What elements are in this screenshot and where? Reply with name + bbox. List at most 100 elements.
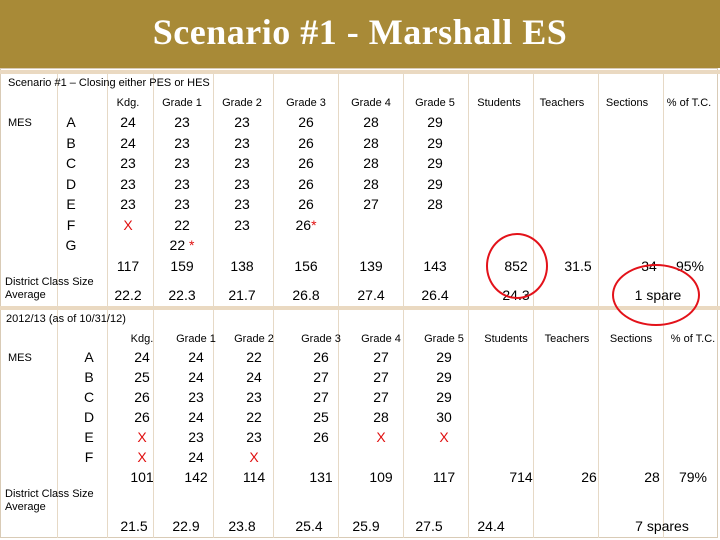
average-cell: 27.5 — [415, 518, 443, 534]
column-rule — [57, 72, 58, 538]
class-size-cell: 30 — [436, 409, 452, 425]
column-rule — [273, 72, 274, 538]
class-size-cell: 27 — [373, 349, 389, 365]
class-size-cell: X — [376, 429, 386, 445]
class-size-cell: 28 — [363, 176, 379, 192]
class-size-cell: 29 — [427, 176, 443, 192]
class-size-cell: 24 — [188, 409, 204, 425]
class-label: A — [66, 114, 76, 130]
class-size-cell: X — [249, 449, 259, 465]
column-header: Kdg. — [130, 333, 154, 345]
class-size-cell: 27 — [373, 389, 389, 405]
class-size-cell: 25 — [134, 369, 150, 385]
scenario-school-label: MES — [8, 117, 32, 129]
class-size-cell: 26 — [134, 389, 150, 405]
column-header: Grade 1 — [176, 333, 216, 345]
class-size-cell: 23 — [174, 196, 190, 212]
average-cell: 26.8 — [292, 287, 320, 303]
class-label: B — [84, 369, 94, 385]
column-rule — [403, 72, 404, 538]
column-header: Grade 2 — [222, 97, 262, 109]
class-size-cell: 26 — [298, 176, 314, 192]
total-cell: 131 — [309, 469, 333, 485]
total-cell: 79% — [678, 469, 708, 485]
column-header: Kdg. — [116, 97, 140, 109]
total-cell: 142 — [184, 469, 208, 485]
title-banner — [0, 0, 720, 68]
current-caption: 2012/13 (as of 10/31/12) — [6, 313, 126, 325]
class-label: A — [84, 349, 94, 365]
total-cell: 28 — [644, 469, 660, 485]
class-size-cell: X — [123, 217, 133, 233]
column-header: Grade 1 — [162, 97, 202, 109]
class-size-cell: 26 — [298, 196, 314, 212]
class-size-cell: 23 — [174, 135, 190, 151]
class-size-cell: 22 — [174, 217, 190, 233]
class-size-cell: 27 — [313, 389, 329, 405]
column-header: Students — [477, 97, 521, 109]
class-label: F — [66, 217, 76, 233]
total-cell: 138 — [230, 258, 254, 274]
column-header: Grade 2 — [234, 333, 274, 345]
total-cell: 159 — [170, 258, 194, 274]
class-size-cell: 28 — [363, 114, 379, 130]
class-size-cell: 23 — [234, 135, 250, 151]
class-label: C — [65, 155, 77, 171]
class-size-cell: 29 — [427, 155, 443, 171]
average-cell: 22.2 — [114, 287, 142, 303]
class-size-cell: 22 * — [169, 237, 195, 253]
class-size-cell: 26 — [134, 409, 150, 425]
class-size-cell: 24 — [188, 449, 204, 465]
class-size-cell: X — [137, 449, 147, 465]
average-cell: 23.8 — [228, 518, 256, 534]
current-average-label: District Class Size Average — [5, 488, 94, 513]
class-size-cell: 28 — [373, 409, 389, 425]
class-label: G — [65, 237, 77, 253]
average-cell: 22.3 — [168, 287, 196, 303]
class-size-cell: 26* — [295, 217, 317, 233]
class-size-cell: 23 — [174, 176, 190, 192]
class-size-cell: 23 — [188, 429, 204, 445]
current-spare: 7 spares — [635, 518, 689, 534]
column-header: Grade 3 — [301, 333, 341, 345]
class-size-cell: 23 — [188, 389, 204, 405]
average-cell: 24.4 — [477, 518, 505, 534]
class-size-cell: 24 — [120, 114, 136, 130]
class-size-cell: 24 — [134, 349, 150, 365]
column-header: Sections — [609, 333, 653, 345]
class-size-cell: 23 — [246, 389, 262, 405]
class-size-cell: 23 — [234, 196, 250, 212]
column-header: Students — [484, 333, 528, 345]
class-size-cell: 25 — [313, 409, 329, 425]
class-size-cell: 26 — [313, 349, 329, 365]
class-size-cell: 28 — [363, 155, 379, 171]
column-header: Grade 4 — [361, 333, 401, 345]
class-size-cell: 22 — [246, 349, 262, 365]
column-header: Grade 5 — [415, 97, 455, 109]
column-rule — [153, 72, 154, 538]
total-cell: 31.5 — [564, 258, 592, 274]
total-cell: 156 — [294, 258, 318, 274]
column-header: % of T.C. — [670, 333, 716, 345]
column-rule — [213, 72, 214, 538]
class-size-cell: 29 — [427, 135, 443, 151]
class-size-cell: 23 — [120, 176, 136, 192]
average-cell: 22.9 — [172, 518, 200, 534]
column-rule — [107, 72, 108, 538]
class-size-cell: X — [439, 429, 449, 445]
class-size-cell: 26 — [298, 135, 314, 151]
class-size-cell: 27 — [313, 369, 329, 385]
total-cell: 139 — [359, 258, 383, 274]
row-stripe — [0, 70, 720, 74]
average-cell: 25.9 — [352, 518, 380, 534]
class-size-cell: 23 — [234, 176, 250, 192]
class-label: D — [83, 409, 95, 425]
column-header: Sections — [605, 97, 649, 109]
class-size-cell: X — [137, 429, 147, 445]
total-cell: 714 — [509, 469, 533, 485]
class-size-cell: 22 — [246, 409, 262, 425]
class-label: E — [84, 429, 94, 445]
class-size-cell: 23 — [120, 196, 136, 212]
column-header: % of T.C. — [666, 97, 712, 109]
class-size-cell: 29 — [436, 389, 452, 405]
